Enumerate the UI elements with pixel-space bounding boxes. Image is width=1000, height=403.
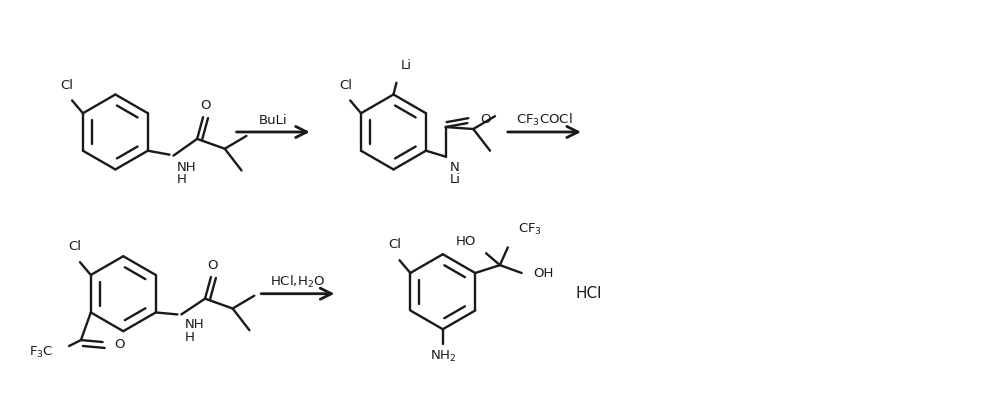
Text: O: O [114,337,125,351]
Text: HO: HO [456,235,476,248]
Text: NH$_2$: NH$_2$ [430,349,456,364]
Text: Cl: Cl [388,238,401,251]
Text: F$_3$C: F$_3$C [29,345,53,360]
Text: HCl,H$_2$O: HCl,H$_2$O [270,274,325,290]
Text: BuLi: BuLi [259,114,287,127]
Text: Cl: Cl [339,79,352,91]
Text: O: O [208,259,218,272]
Text: O: O [200,99,210,112]
Text: O: O [480,113,491,126]
Text: CF$_3$: CF$_3$ [518,222,542,237]
Text: HCl: HCl [576,286,602,301]
Text: Li: Li [450,173,461,187]
Text: Li: Li [400,59,411,72]
Text: H: H [176,173,186,187]
Text: OH: OH [533,268,554,280]
Text: H: H [184,331,194,344]
Text: Cl: Cl [69,240,82,253]
Text: NH: NH [176,160,196,174]
Text: NH: NH [184,318,204,331]
Text: CF$_3$COCl: CF$_3$COCl [516,112,573,128]
Text: Cl: Cl [61,79,74,91]
Text: N: N [450,160,459,174]
